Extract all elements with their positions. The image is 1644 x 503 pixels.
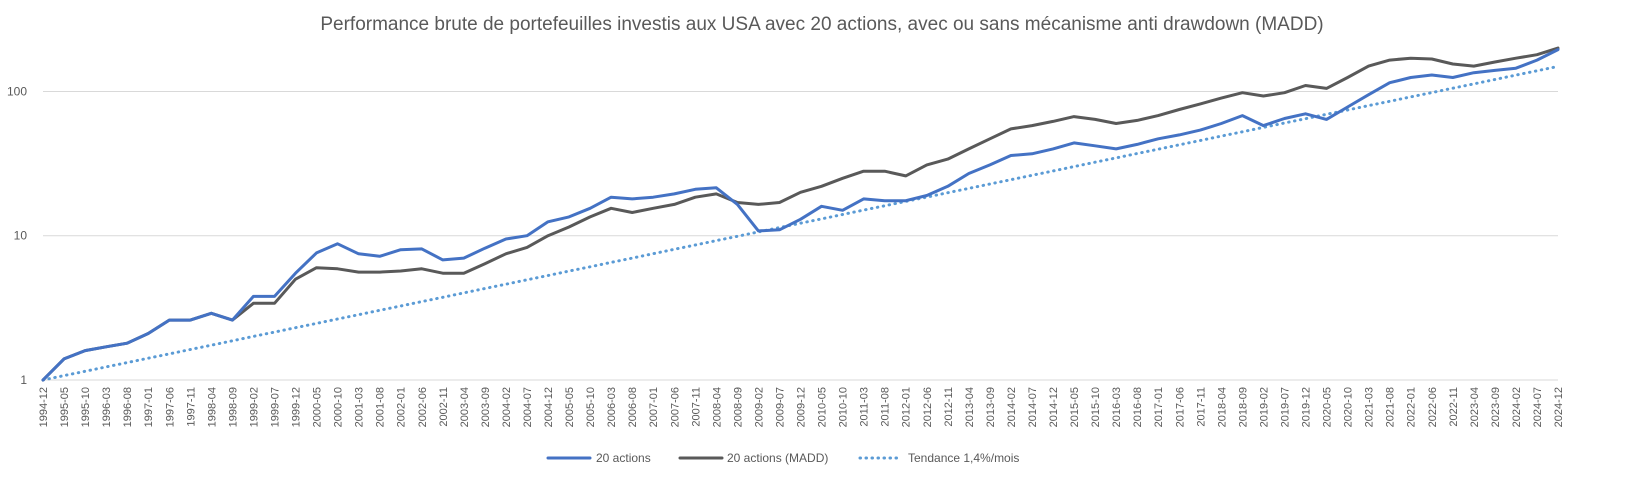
x-axis-ticks: 1994-12 1995-05 1995-10 1996-03 1996-08 1997-… [38,387,1565,427]
x-tick-label: 2008-04 [711,387,723,427]
x-tick-label: 1995-05 [59,387,71,427]
series-lines [41,46,1560,382]
x-tick-label: 2019-07 [1279,387,1291,427]
x-tick-label: 2016-03 [1111,387,1123,427]
x-tick-label: 1995-10 [80,387,92,427]
x-tick-label: 2021-08 [1385,387,1397,427]
x-tick-label: 2009-12 [796,387,808,427]
x-tick-label: 2024-02 [1511,387,1523,427]
x-tick-label: 2013-04 [964,387,976,427]
series-line-0 [41,48,1560,382]
y-tick-label: 10 [14,229,28,243]
x-tick-label: 2020-10 [1343,387,1355,427]
x-tick-label: 2002-11 [438,387,450,427]
x-tick-label: 1998-09 [227,387,239,427]
x-tick-label: 2017-11 [1195,387,1207,427]
x-tick-label: 2020-05 [1322,387,1334,427]
x-tick-label: 2013-09 [985,387,997,427]
x-tick-label: 2011-03 [859,387,871,427]
x-tick-label: 2018-04 [1216,387,1228,427]
x-tick-label: 2019-02 [1258,387,1270,427]
x-tick-label: 2014-12 [1048,387,1060,427]
x-tick-label: 1997-06 [164,387,176,427]
x-tick-label: 2003-04 [459,387,471,427]
y-axis-ticks: 1 10 100 [7,84,27,387]
x-tick-label: 2022-06 [1427,387,1439,427]
x-tick-label: 2010-10 [838,387,850,427]
legend-label: 20 actions [596,451,651,465]
chart-title: Performance brute de portefeuilles inves… [320,14,1323,35]
x-tick-label: 2022-01 [1406,387,1418,427]
x-tick-label: 1999-02 [248,387,260,427]
x-tick-label: 2023-04 [1469,387,1481,427]
x-tick-label: 2004-02 [501,387,513,427]
x-tick-label: 2004-12 [543,387,555,427]
x-tick-label: 2007-06 [669,387,681,427]
series-line-1 [41,46,1560,382]
x-tick-label: 2006-08 [627,387,639,427]
x-tick-label: 2018-09 [1237,387,1249,427]
x-tick-label: 1998-04 [206,387,218,427]
x-tick-label: 1999-07 [269,387,281,427]
x-tick-label: 2000-05 [312,387,324,427]
x-tick-label: 2002-06 [417,387,429,427]
legend: 20 actions 20 actions (MADD) Tendance 1,4%… [546,451,1019,465]
x-tick-label: 2006-03 [606,387,618,427]
x-tick-label: 2012-11 [943,387,955,427]
x-tick-label: 1999-12 [291,387,303,427]
x-tick-label: 2009-02 [753,387,765,427]
x-tick-label: 1996-08 [122,387,134,427]
x-tick-label: 1997-01 [143,387,155,427]
x-tick-label: 2012-01 [901,387,913,427]
x-tick-label: 2016-08 [1132,387,1144,427]
x-tick-label: 2005-05 [564,387,576,427]
gridlines [43,90,1558,381]
x-tick-label: 2002-01 [396,387,408,427]
x-tick-label: 1996-03 [101,387,113,427]
x-tick-label: 2022-11 [1448,387,1460,427]
x-tick-label: 1997-11 [185,387,197,427]
x-tick-label: 2021-03 [1364,387,1376,427]
x-tick-label: 2014-02 [1006,387,1018,427]
x-tick-label: 1994-12 [38,387,50,427]
x-tick-label: 2024-12 [1553,387,1565,427]
y-tick-label: 1 [20,373,27,387]
x-tick-label: 2007-11 [690,387,702,427]
series-line-2 [41,64,1560,382]
x-tick-label: 2015-05 [1069,387,1081,427]
y-tick-label: 100 [7,84,27,98]
legend-label: Tendance 1,4%/mois [908,451,1019,465]
x-tick-label: 2010-05 [817,387,829,427]
x-tick-label: 2017-01 [1153,387,1165,427]
x-tick-label: 2000-10 [333,387,345,427]
legend-label: 20 actions (MADD) [727,451,828,465]
x-tick-label: 2017-06 [1174,387,1186,427]
x-tick-label: 2015-10 [1090,387,1102,427]
x-tick-label: 2003-09 [480,387,492,427]
x-tick-label: 2007-01 [648,387,660,427]
x-tick-label: 2011-08 [880,387,892,427]
x-tick-label: 2001-03 [354,387,366,427]
x-tick-label: 2019-12 [1301,387,1313,427]
x-tick-label: 2023-09 [1490,387,1502,427]
x-tick-label: 2012-06 [922,387,934,427]
x-tick-label: 2004-07 [522,387,534,427]
x-tick-label: 2008-09 [732,387,744,427]
x-tick-label: 2014-07 [1027,387,1039,427]
x-tick-label: 2005-10 [585,387,597,427]
x-tick-label: 2024-07 [1532,387,1544,427]
x-tick-label: 2001-08 [375,387,387,427]
x-tick-label: 2009-07 [774,387,786,427]
